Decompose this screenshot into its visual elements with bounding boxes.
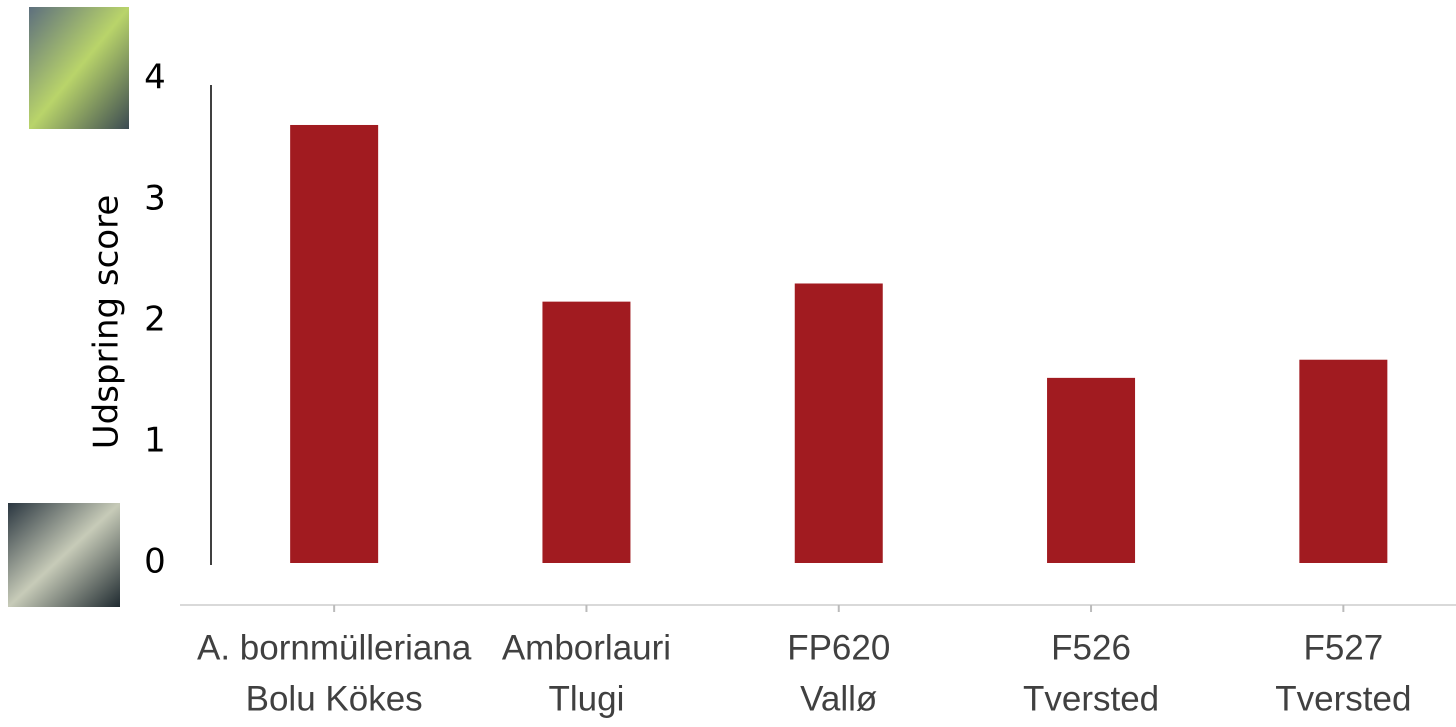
x-tick-label: Amborlauri <box>502 628 671 667</box>
bar <box>542 301 631 563</box>
x-tick-label: Tversted <box>1023 679 1159 718</box>
x-tick-label: Tlugi <box>549 679 625 718</box>
y-tick-label: 4 <box>144 58 166 98</box>
bud-photo-closed <box>8 503 120 607</box>
x-tick-label: Tversted <box>1275 679 1411 718</box>
bar <box>1047 377 1136 563</box>
bar <box>794 283 883 563</box>
x-tick-label: F527 <box>1303 628 1383 667</box>
x-tick-label: Vallø <box>800 679 877 718</box>
bar <box>290 124 379 563</box>
x-tick-label: Bolu Kökes <box>246 679 423 718</box>
y-tick-label: 3 <box>144 179 166 219</box>
x-tick-label: F526 <box>1051 628 1131 667</box>
y-axis-label: Udspring score <box>87 195 127 450</box>
y-tick-label: 2 <box>144 300 166 340</box>
bar <box>1299 359 1388 563</box>
x-tick-label: A. bornmülleriana <box>197 628 472 667</box>
bud-photo-open <box>29 7 129 129</box>
x-tick-label: FP620 <box>787 628 890 667</box>
y-tick-label: 0 <box>144 542 166 582</box>
y-tick-label: 1 <box>144 421 166 461</box>
